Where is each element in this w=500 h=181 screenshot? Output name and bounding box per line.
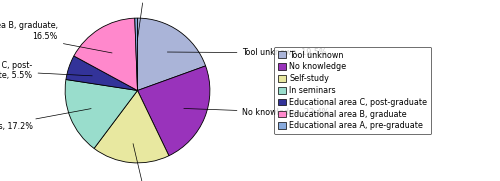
Wedge shape — [66, 56, 138, 90]
Text: In seminars, 17.2%: In seminars, 17.2% — [0, 109, 91, 131]
Text: Tool unknown, 19.5%: Tool unknown, 19.5% — [168, 48, 327, 57]
Wedge shape — [135, 18, 138, 90]
Text: Self-study, 17.4%: Self-study, 17.4% — [110, 144, 180, 181]
Text: Educational area C, post-
graduate, 5.5%: Educational area C, post- graduate, 5.5% — [0, 60, 92, 80]
Text: Educational area B, graduate,
16.5%: Educational area B, graduate, 16.5% — [0, 21, 112, 53]
Wedge shape — [74, 18, 138, 90]
Wedge shape — [65, 79, 138, 148]
Wedge shape — [94, 90, 169, 163]
Text: Educational area A, pre-
graduate, 0.6%: Educational area A, pre- graduate, 0.6% — [96, 0, 194, 41]
Legend: Tool unknown, No knowledge, Self-study, In seminars, Educational area C, post-gr: Tool unknown, No knowledge, Self-study, … — [274, 47, 432, 134]
Text: No knowledge, 23.4%: No knowledge, 23.4% — [184, 108, 330, 117]
Wedge shape — [138, 18, 205, 90]
Wedge shape — [138, 66, 210, 156]
